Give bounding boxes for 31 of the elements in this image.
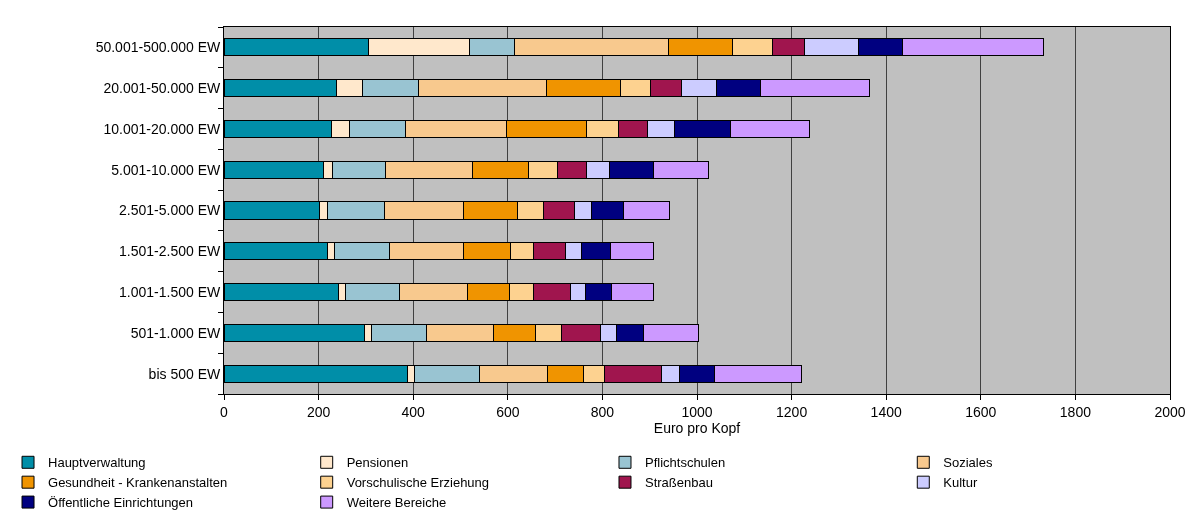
legend-label: Kultur <box>943 475 978 491</box>
y-tick-label: bis 500 EW <box>148 365 221 382</box>
y-tick-label: 50.001-500.000 EW <box>95 39 221 56</box>
legend-label: Gesundheit - Krankenanstalten <box>48 475 228 491</box>
legend-label: Weitere Bereiche <box>346 495 447 511</box>
y-tick-label: 1.001-1.500 EW <box>119 283 221 300</box>
legend-label: Pensionen <box>346 455 409 471</box>
y-tick-label: 20.001-50.000 EW <box>103 80 221 97</box>
y-tick-label: 5.001-10.000 EW <box>111 161 221 178</box>
x-tick-label: 600 <box>496 403 520 420</box>
x-tick-label: 800 <box>590 403 615 420</box>
x-tick-label: 2000 <box>1154 403 1186 420</box>
x-tick-label: 1600 <box>965 403 997 420</box>
legend-label: Soziales <box>943 455 993 471</box>
legend-label: Pflichtschulen <box>644 455 726 471</box>
x-tick-label: 400 <box>401 403 426 420</box>
y-tick-label: 501-1.000 EW <box>130 324 221 341</box>
x-tick-label: 1000 <box>681 403 713 420</box>
y-tick-label: 2.501-5.000 EW <box>119 202 221 219</box>
x-axis-title: Euro pro Kopf <box>653 420 741 437</box>
legend-label: Hauptverwaltung <box>48 455 146 471</box>
x-tick-label: 0 <box>220 403 229 420</box>
legend-label: Öffentliche Einrichtungen <box>48 495 194 511</box>
legend-label: Vorschulische Erziehung <box>346 475 490 491</box>
x-tick-label: 200 <box>306 403 331 420</box>
x-tick-label: 1400 <box>870 403 902 420</box>
x-tick-label: 1200 <box>776 403 808 420</box>
legend-label: Straßenbau <box>644 475 713 491</box>
y-tick-label: 1.501-2.500 EW <box>119 243 221 260</box>
y-tick-label: 10.001-20.000 EW <box>103 120 221 137</box>
x-tick-label: 1800 <box>1059 403 1092 420</box>
